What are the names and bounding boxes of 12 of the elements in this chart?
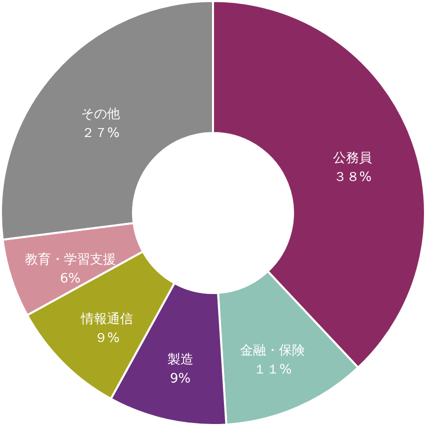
slice-label: その他 bbox=[80, 106, 120, 122]
data-label: 6% bbox=[60, 271, 81, 286]
slice-label: 製造 bbox=[167, 352, 194, 368]
slice-label: 公務員 bbox=[332, 150, 372, 166]
slice-label: 金融・保険 bbox=[240, 344, 306, 359]
data-label: ２７% bbox=[81, 126, 120, 141]
data-label: １１% bbox=[253, 362, 292, 378]
slice-label: 情報通信 bbox=[80, 312, 133, 328]
slice-label: 教育・学習支援 bbox=[24, 251, 116, 268]
data-label: 9% bbox=[170, 371, 191, 386]
data-label: ３８% bbox=[333, 170, 372, 185]
data-label: ９% bbox=[94, 331, 120, 346]
